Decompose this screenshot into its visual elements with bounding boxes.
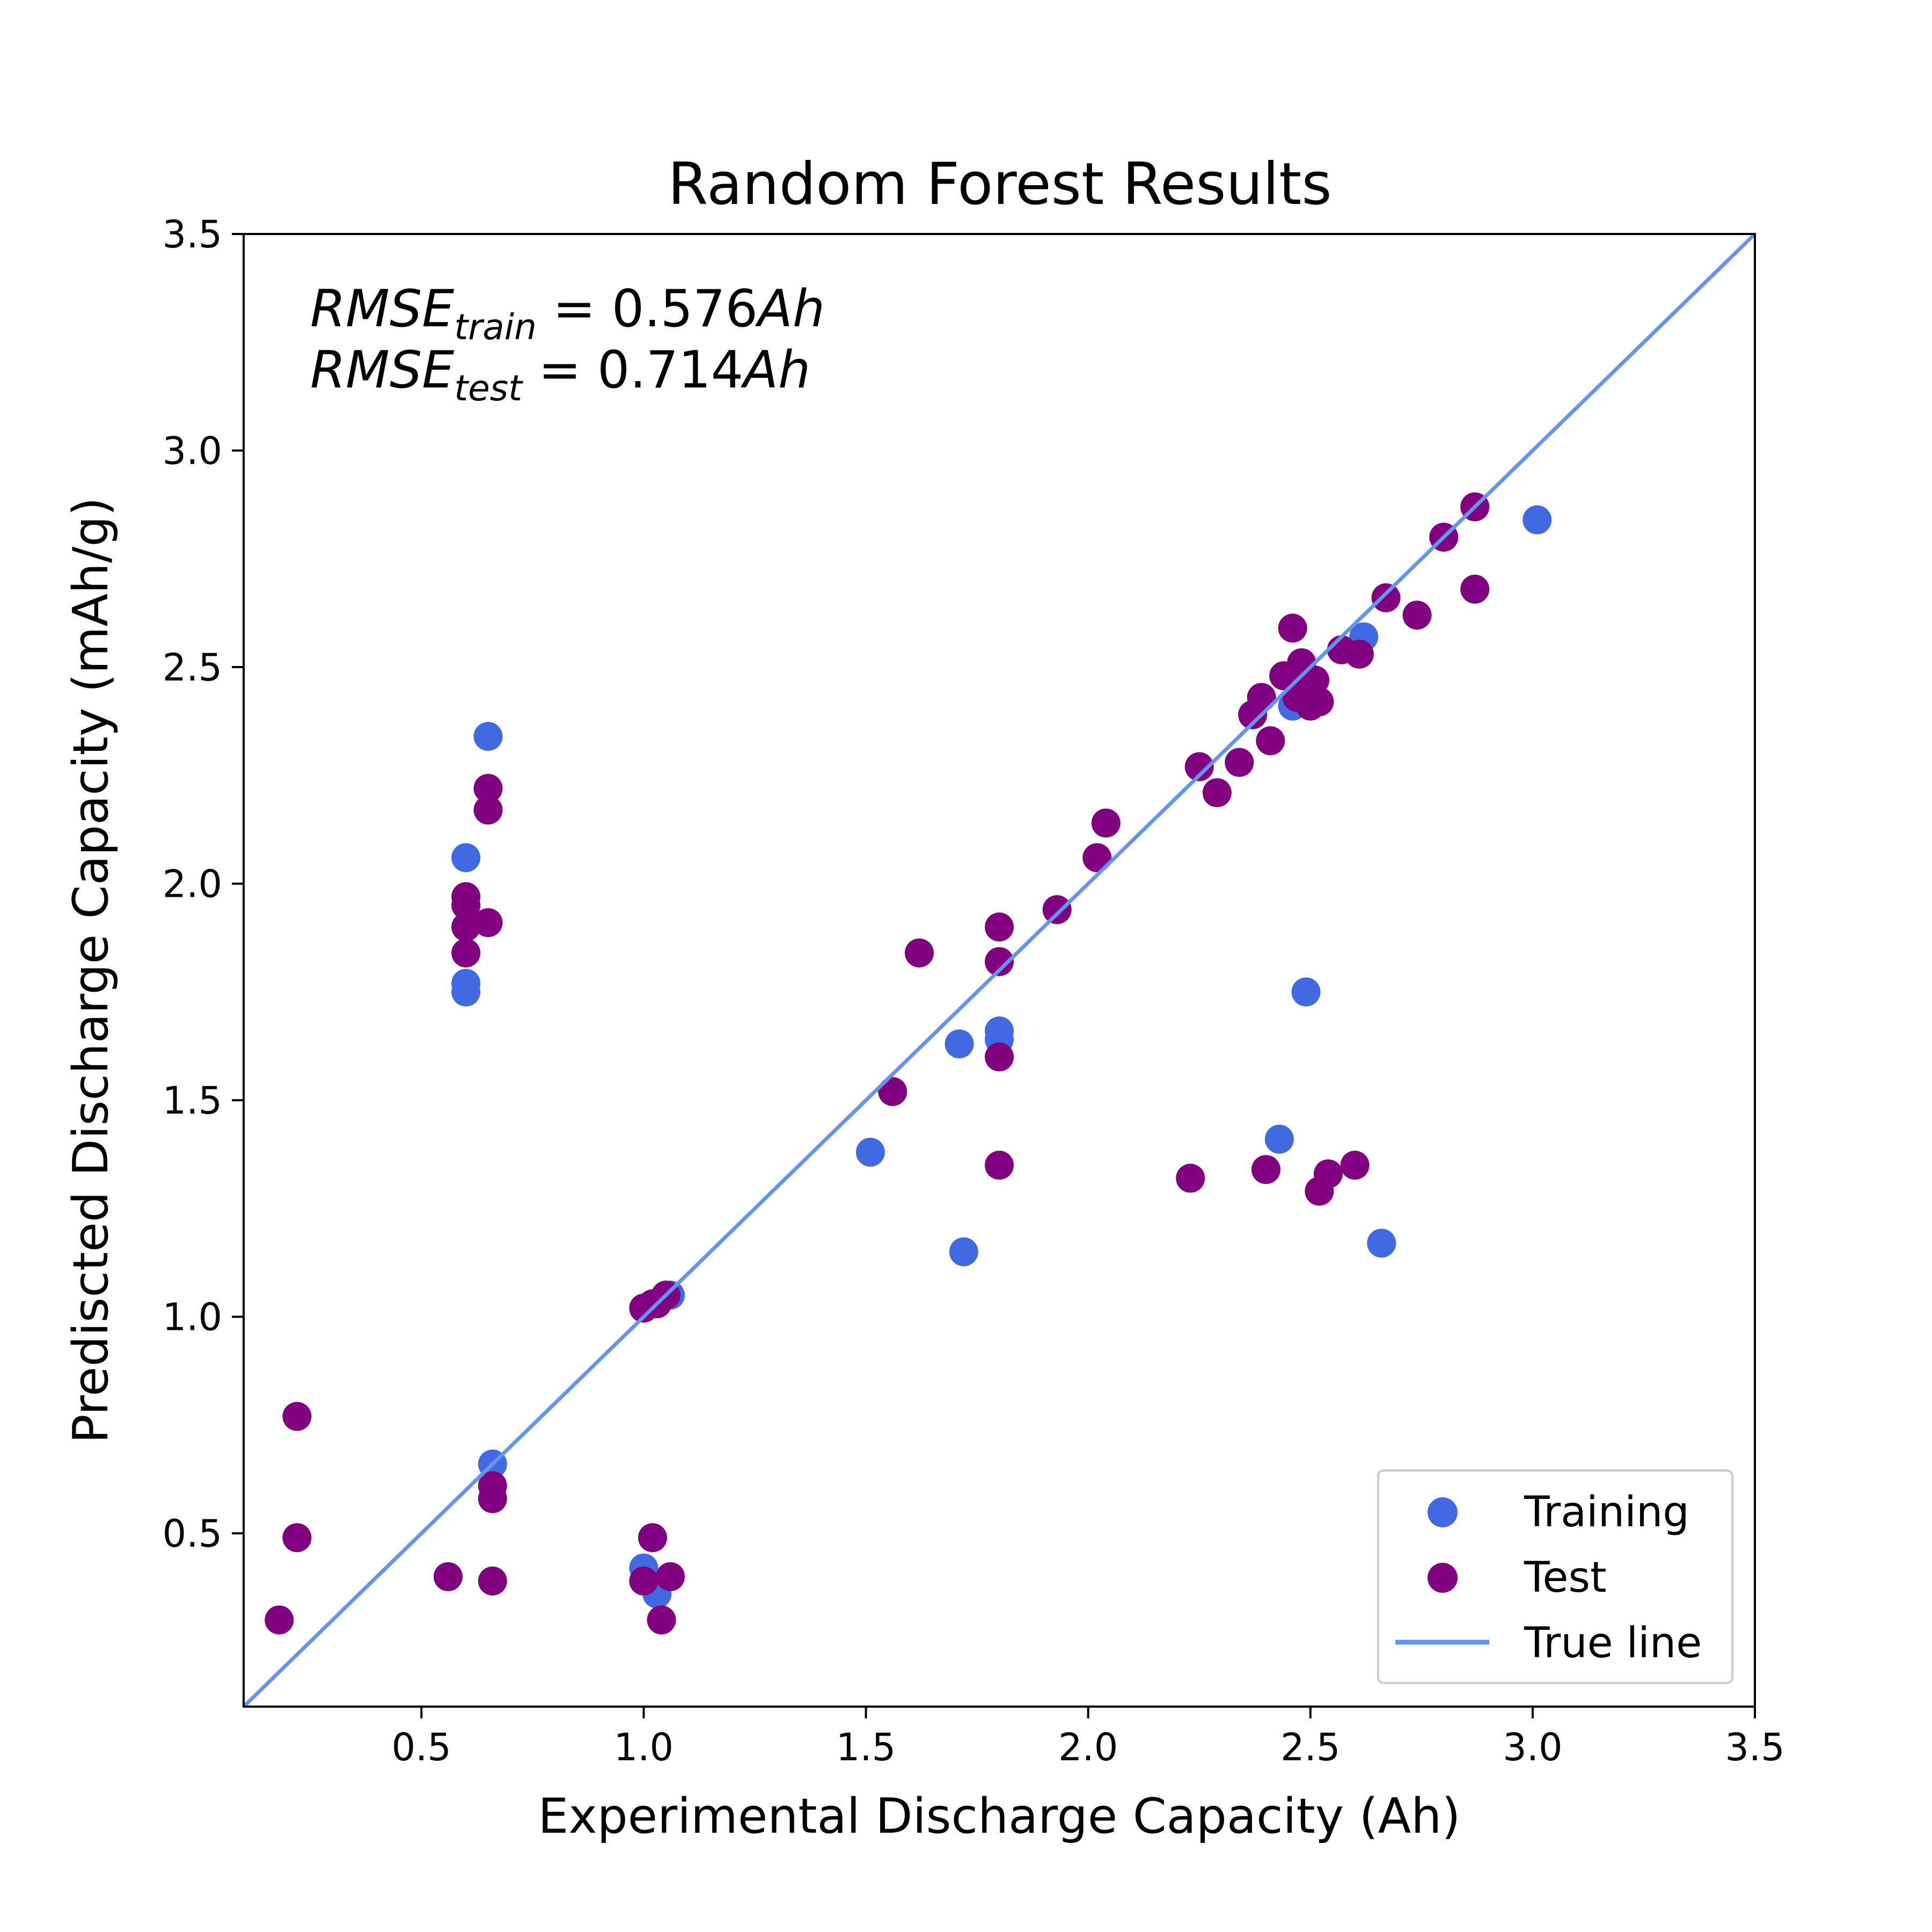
test-point bbox=[985, 1151, 1014, 1180]
training-point bbox=[451, 843, 481, 873]
test-point bbox=[451, 938, 481, 968]
test-point bbox=[265, 1605, 294, 1635]
test-point bbox=[638, 1523, 667, 1553]
training-point bbox=[855, 1137, 885, 1167]
test-point bbox=[985, 912, 1014, 942]
test-point bbox=[629, 1566, 658, 1596]
test-point bbox=[1256, 726, 1285, 756]
rmse-train-annotation: RMSEtrain = 0.576Ah bbox=[310, 280, 825, 348]
y-tick-label: 2.5 bbox=[163, 646, 222, 690]
test-point bbox=[451, 912, 481, 942]
training-point bbox=[1264, 1124, 1294, 1154]
training-point bbox=[945, 1029, 974, 1059]
test-point bbox=[282, 1402, 312, 1431]
test-point bbox=[1091, 808, 1121, 838]
test-point bbox=[282, 1523, 312, 1553]
test-point bbox=[1300, 665, 1330, 695]
rmse-test-annotation: RMSEtest = 0.714Ah bbox=[310, 341, 810, 409]
training-point bbox=[1523, 505, 1552, 535]
training-point bbox=[473, 722, 503, 751]
test-point bbox=[1278, 613, 1307, 643]
test-point bbox=[1202, 778, 1232, 808]
test-point bbox=[647, 1605, 676, 1635]
legend-label-training: Training bbox=[1524, 1488, 1689, 1536]
test-point bbox=[1251, 1155, 1280, 1184]
test-point bbox=[478, 1566, 507, 1596]
test-point bbox=[473, 908, 503, 938]
test-point bbox=[1082, 843, 1112, 873]
chart-title: Random Forest Results bbox=[668, 151, 1331, 218]
legend-label-test: Test bbox=[1524, 1554, 1607, 1602]
test-point bbox=[1460, 574, 1490, 604]
y-tick-label: 0.5 bbox=[163, 1512, 222, 1556]
test-point bbox=[1344, 639, 1374, 669]
x-tick-label: 1.0 bbox=[614, 1725, 674, 1769]
test-point bbox=[433, 1562, 463, 1591]
test-point bbox=[473, 774, 503, 803]
x-tick-label: 1.5 bbox=[836, 1725, 896, 1769]
test-point bbox=[1247, 683, 1276, 712]
legend-marker-training bbox=[1428, 1497, 1458, 1527]
y-axis-label: Prediscted Discharge Capacity (mAh/g) bbox=[63, 497, 119, 1443]
test-point bbox=[1402, 601, 1432, 630]
y-tick-label: 1.0 bbox=[163, 1296, 222, 1340]
x-tick-label: 2.0 bbox=[1058, 1725, 1118, 1769]
test-point bbox=[985, 1042, 1014, 1072]
test-point bbox=[473, 795, 503, 825]
x-tick-label: 3.0 bbox=[1503, 1725, 1562, 1769]
x-axis-label: Experimental Discharge Capacity (Ah) bbox=[538, 1788, 1461, 1845]
legend-label-true-line: True line bbox=[1524, 1619, 1702, 1667]
test-point bbox=[878, 1077, 908, 1106]
training-point bbox=[949, 1237, 978, 1267]
legend-box bbox=[1377, 1469, 1733, 1684]
test-point bbox=[1313, 1159, 1343, 1189]
y-tick-label: 2.0 bbox=[163, 862, 222, 906]
training-point bbox=[1291, 977, 1321, 1007]
y-tick-label: 1.5 bbox=[163, 1079, 222, 1123]
test-point bbox=[1184, 752, 1214, 781]
training-point bbox=[1367, 1228, 1396, 1258]
y-tick-label: 3.0 bbox=[163, 429, 222, 473]
test-point bbox=[1042, 895, 1072, 925]
x-tick-label: 2.5 bbox=[1280, 1725, 1340, 1769]
true-line bbox=[244, 234, 1755, 1707]
test-point bbox=[478, 1484, 507, 1513]
test-point bbox=[1340, 1151, 1370, 1180]
legend-marker-test bbox=[1428, 1563, 1458, 1593]
legend: Training Test True line bbox=[1377, 1469, 1733, 1684]
x-tick-label: 0.5 bbox=[392, 1725, 451, 1769]
test-point bbox=[1225, 748, 1254, 777]
test-point bbox=[904, 938, 934, 968]
plot-frame bbox=[243, 233, 1756, 1708]
test-point bbox=[1305, 687, 1334, 716]
test-point bbox=[1371, 583, 1401, 612]
test-point bbox=[656, 1562, 685, 1591]
x-tick-label: 3.5 bbox=[1725, 1725, 1784, 1769]
training-point bbox=[451, 977, 481, 1007]
test-point bbox=[985, 947, 1014, 976]
test-point bbox=[451, 890, 481, 920]
y-tick-label: 3.5 bbox=[163, 213, 222, 257]
test-point bbox=[1176, 1163, 1205, 1193]
